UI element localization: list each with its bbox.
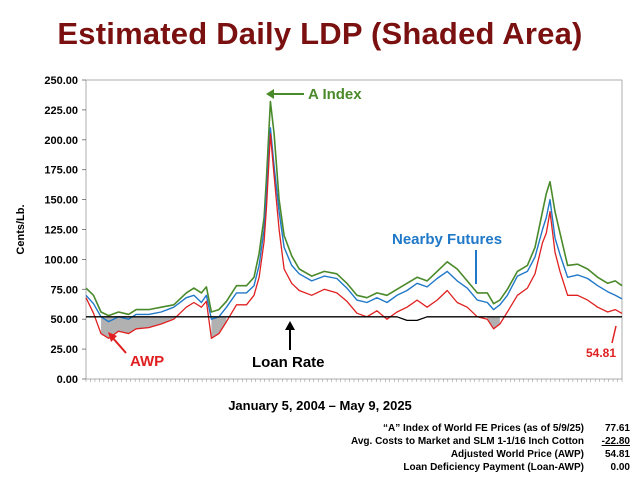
awp-arrow: [111, 336, 127, 354]
calc-value: -22.80: [601, 436, 630, 447]
chart-svg: 0.00 25.00 50.00 75.00 100.00 125.00 150.00 175…: [15, 75, 623, 386]
calc-label: Avg. Costs to Market and SLM 1-1/16 Inch…: [351, 436, 584, 447]
date-range: January 5, 2004 – May 9, 2025: [228, 398, 412, 413]
series-lines: [85, 100, 623, 339]
plot-frame: [85, 79, 623, 380]
ldp-shade: [211, 316, 227, 339]
last-awp-value: 54.81: [586, 346, 616, 360]
annotations: A Index Nearby Futures AWP Loan Rate 54.81: [108, 86, 617, 371]
nearby-futures-label: Nearby Futures: [392, 231, 502, 248]
y-tick-label: 250.00: [44, 75, 78, 87]
y-tick-label: 100.00: [44, 254, 78, 266]
calc-label: Loan Deficiency Payment (Loan-AWP): [403, 462, 584, 473]
awp-label: AWP: [130, 353, 164, 370]
y-tick-label: 175.00: [44, 165, 78, 177]
axes: 0.00 25.00 50.00 75.00 100.00 125.00 150.00 175…: [15, 75, 623, 386]
y-tick-label: 150.00: [44, 195, 78, 207]
ldp-shaded-area: [101, 316, 500, 339]
calc-label: “A” Index of World FE Prices (as of 5/9/…: [383, 423, 584, 434]
a-index-label: A Index: [308, 86, 362, 103]
calc-value: 77.61: [604, 423, 630, 434]
y-tick-label: 0.00: [57, 374, 78, 386]
chart-title: Estimated Daily LDP (Shaded Area): [57, 16, 583, 51]
nearby-futures-line: [85, 127, 623, 323]
calc-row-costs: Avg. Costs to Market and SLM 1-1/16 Inch…: [220, 435, 630, 448]
y-tick-label: 25.00: [50, 344, 78, 356]
y-tick-label: 50.00: [50, 314, 78, 326]
awp-calculation: “A” Index of World FE Prices (as of 5/9/…: [220, 422, 630, 474]
a-index-line: [85, 100, 623, 317]
calc-row-ldp: Loan Deficiency Payment (Loan-AWP) 0.00: [220, 461, 630, 474]
awp-line: [85, 133, 623, 339]
y-tick-label: 75.00: [50, 284, 78, 296]
y-tick-label: 225.00: [44, 105, 78, 117]
y-axis-label: Cents/Lb.: [15, 204, 27, 254]
calc-label: Adjusted World Price (AWP): [450, 449, 584, 460]
awp-arrowhead: [108, 332, 117, 342]
loan-rate-line: [86, 316, 622, 322]
calc-value: 0.00: [610, 462, 630, 473]
a-index-arrowhead: [266, 89, 274, 99]
loan-arrowhead: [285, 321, 295, 330]
y-tick-label: 125.00: [44, 225, 78, 237]
calc-row-a-index: “A” Index of World FE Prices (as of 5/9/…: [220, 422, 630, 435]
last-awp-arrow: [611, 325, 617, 344]
loan-rate-label: Loan Rate: [252, 354, 325, 371]
calc-value: 54.81: [604, 449, 630, 460]
y-tick-label: 200.00: [44, 135, 78, 147]
calc-row-awp: Adjusted World Price (AWP) 54.81: [220, 448, 630, 461]
ldp-shade: [101, 316, 174, 339]
